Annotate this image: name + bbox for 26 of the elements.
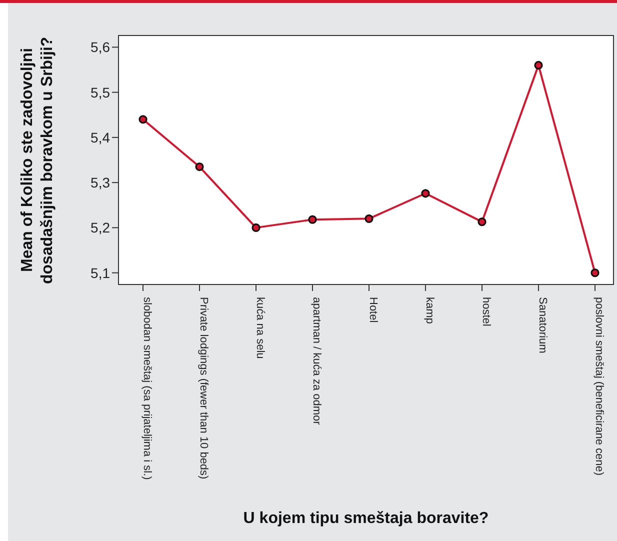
- y-tick-label: 5,2: [90, 220, 110, 236]
- y-tick-label: 5,3: [90, 174, 110, 191]
- point: [195, 162, 204, 172]
- x-tick-label: slobodan smeštaj (sa prijateljima i sl.): [141, 297, 154, 480]
- x-axis-title: U kojem tipu smeštaja boravite?: [242, 510, 490, 528]
- point: [252, 223, 260, 232]
- x-tick-label: apartman / kuća za odmor: [310, 297, 323, 426]
- y-tick-label: 5,4: [90, 129, 110, 146]
- point: [138, 115, 148, 124]
- point: [421, 189, 430, 198]
- y-tick-label: 5,5: [90, 84, 110, 100]
- point: [534, 60, 543, 70]
- y-tick-label: 5,6: [90, 39, 110, 56]
- x-tick-label: poslovni smeštaj (beneficirane cene): [593, 297, 606, 476]
- point: [364, 214, 374, 223]
- x-tick-label: Hotel: [367, 297, 380, 323]
- x-tick-label: Private lodgings (fewer than 10 beds): [198, 297, 210, 480]
- y-tick-label: 5,1: [90, 264, 110, 281]
- point: [590, 268, 600, 278]
- x-tick-label: kuća na selu: [254, 297, 266, 359]
- point: [308, 215, 317, 224]
- x-tick-label: hostel: [480, 297, 492, 326]
- x-tick-label: kamp: [424, 297, 436, 324]
- x-tick-label: Sanatorium: [536, 297, 549, 354]
- point: [478, 218, 486, 226]
- y-axis-title: Mean of Koliko ste zadovoljni dosadašnjim boravkom u Srbiji?: [18, 35, 57, 285]
